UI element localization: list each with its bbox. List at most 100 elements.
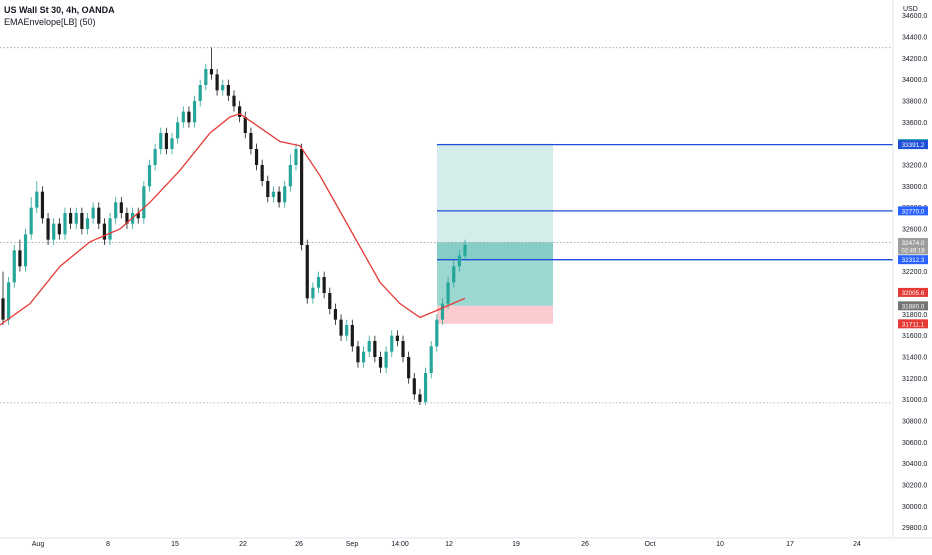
candle[interactable] <box>164 127 168 155</box>
price-label-text: 32770.0 <box>902 208 925 215</box>
candle[interactable] <box>457 250 461 272</box>
candle[interactable] <box>440 298 445 325</box>
symbol-title[interactable]: US Wall St 30, 4h, OANDA <box>4 5 115 15</box>
candle[interactable] <box>378 351 383 373</box>
candle[interactable] <box>221 79 225 96</box>
candle[interactable] <box>170 133 174 155</box>
candle[interactable] <box>384 346 388 373</box>
candle[interactable] <box>333 303 338 325</box>
candle[interactable] <box>373 335 377 363</box>
candle[interactable] <box>345 319 349 341</box>
price-label-box <box>898 140 928 150</box>
candle[interactable] <box>407 351 411 384</box>
candle[interactable] <box>367 335 371 357</box>
candle[interactable] <box>52 218 56 245</box>
candle[interactable] <box>401 335 405 363</box>
candle[interactable] <box>339 314 343 341</box>
candle[interactable] <box>136 207 140 224</box>
candle[interactable] <box>102 218 107 245</box>
candle[interactable] <box>356 341 360 368</box>
candle[interactable] <box>119 197 123 219</box>
candle[interactable] <box>12 245 16 288</box>
candle[interactable] <box>1 271 5 325</box>
candle[interactable] <box>390 330 394 357</box>
candle[interactable] <box>74 207 78 229</box>
candle[interactable] <box>322 271 326 299</box>
profit-zone-upper[interactable] <box>437 143 553 260</box>
candle[interactable] <box>159 127 163 155</box>
candle[interactable] <box>40 186 45 224</box>
candle[interactable] <box>215 69 219 96</box>
candle[interactable] <box>46 213 50 245</box>
candle[interactable] <box>125 207 129 229</box>
candle[interactable] <box>108 213 112 245</box>
candle[interactable] <box>305 239 309 304</box>
candle[interactable] <box>29 197 33 240</box>
candle[interactable] <box>142 181 146 224</box>
price-label-text: 32474.0 <box>902 240 925 247</box>
indicator-label[interactable]: EMAEnvelope[LB] (50) <box>4 17 96 27</box>
candle[interactable] <box>429 341 433 379</box>
candle-body <box>283 186 287 203</box>
stop-loss-zone[interactable] <box>437 305 553 324</box>
candle[interactable] <box>147 159 152 192</box>
candle[interactable] <box>328 287 332 315</box>
candle[interactable] <box>288 154 292 192</box>
candle[interactable] <box>204 63 208 91</box>
candle[interactable] <box>198 79 202 107</box>
candle[interactable] <box>361 346 366 368</box>
candle[interactable] <box>97 202 101 229</box>
candle[interactable] <box>423 367 428 405</box>
candle[interactable] <box>85 213 90 235</box>
candle[interactable] <box>260 159 264 187</box>
candle[interactable] <box>271 186 276 203</box>
candle[interactable] <box>181 106 185 128</box>
candle[interactable] <box>23 229 28 272</box>
candle[interactable] <box>316 271 321 293</box>
candle[interactable] <box>187 106 191 128</box>
ema-line[interactable] <box>0 113 466 326</box>
candle[interactable] <box>91 202 95 224</box>
candle[interactable] <box>243 111 247 139</box>
candle[interactable] <box>277 186 281 208</box>
candle[interactable] <box>446 277 450 309</box>
candle[interactable] <box>35 181 39 213</box>
candle[interactable] <box>18 239 22 272</box>
candle[interactable] <box>311 282 315 304</box>
candle[interactable] <box>192 95 197 128</box>
candle[interactable] <box>350 319 354 352</box>
candle[interactable] <box>266 175 270 203</box>
candle[interactable] <box>463 239 467 261</box>
candle[interactable] <box>232 90 236 112</box>
candle[interactable] <box>254 143 259 171</box>
candle[interactable] <box>7 277 11 325</box>
candle[interactable] <box>80 207 84 235</box>
candle[interactable] <box>249 127 253 155</box>
candle-body <box>238 106 242 117</box>
candle[interactable] <box>153 143 157 171</box>
candle[interactable] <box>63 207 67 240</box>
y-tick-label: 32600.0 <box>902 227 927 234</box>
candle[interactable] <box>412 373 416 400</box>
candle[interactable] <box>418 389 422 405</box>
candle[interactable] <box>238 101 242 123</box>
candle[interactable] <box>57 218 61 240</box>
profit-zone-filled[interactable] <box>437 242 553 306</box>
candle[interactable] <box>114 197 118 224</box>
candle[interactable] <box>226 79 230 101</box>
candle-body <box>74 213 78 224</box>
candle[interactable] <box>209 47 214 80</box>
candle[interactable] <box>176 117 180 144</box>
candle[interactable] <box>69 207 73 229</box>
candle-body <box>463 245 467 256</box>
candle[interactable] <box>452 261 456 288</box>
candle[interactable] <box>294 143 298 171</box>
candle[interactable] <box>395 330 399 347</box>
candle[interactable] <box>283 181 287 208</box>
candle[interactable] <box>300 143 304 251</box>
candle-body <box>91 207 95 219</box>
candle[interactable] <box>435 314 439 352</box>
candle-body <box>57 223 61 235</box>
